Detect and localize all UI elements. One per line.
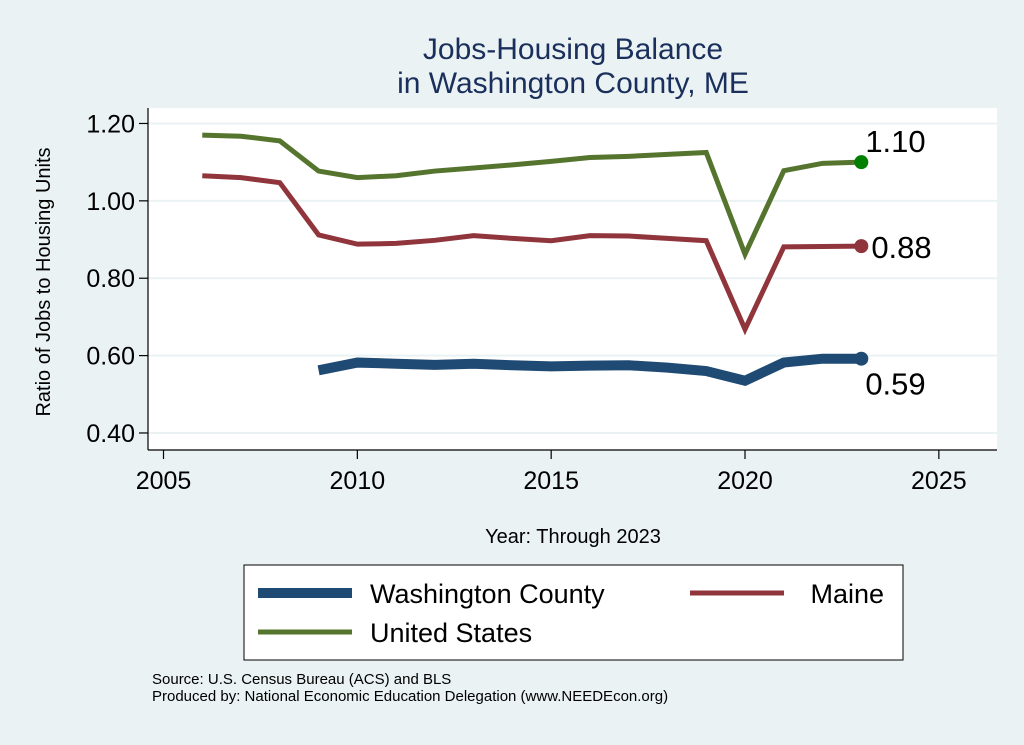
x-tick-label: 2015 [523,467,579,495]
y-tick-label: 0.40 [86,420,135,448]
producer-note: Produced by: National Economic Education… [152,688,669,705]
series-line-washington-county [317,353,862,387]
legend-label-washington-county: Washington County [370,579,605,609]
legend-label-united-states: United States [370,618,532,648]
x-tick-label: 2025 [911,467,967,495]
legend: Washington County Maine United States [243,564,904,661]
y-tick-label: 0.80 [86,265,135,293]
end-marker-maine [854,239,869,254]
y-tick-label: 1.00 [86,188,135,216]
x-tick-label: 2005 [136,467,192,495]
chart-subtitle: in Washington County, ME [397,67,749,100]
y-axis-label: Ratio of Jobs to Housing Units [33,147,55,416]
x-tick-label: 2010 [330,467,386,495]
source-note: Source: U.S. Census Bureau (ACS) and BLS [152,671,452,688]
legend-box [243,564,904,661]
y-tick-label: 1.20 [86,110,135,138]
series-line-united-states [202,132,862,261]
y-tick-label: 0.60 [86,343,135,371]
end-marker-washington-county [854,351,869,366]
chart-title: Jobs-Housing Balance [423,33,723,66]
end-marker-united-states [854,155,869,170]
series-line-maine [202,173,862,336]
end-label-washington-county: 0.59 [865,367,925,402]
end-label-maine: 0.88 [871,230,931,265]
x-tick-label: 2020 [717,467,773,495]
legend-label-maine: Maine [810,579,884,609]
end-label-united-states: 1.10 [865,124,925,159]
x-axis-label: Year: Through 2023 [485,526,661,548]
